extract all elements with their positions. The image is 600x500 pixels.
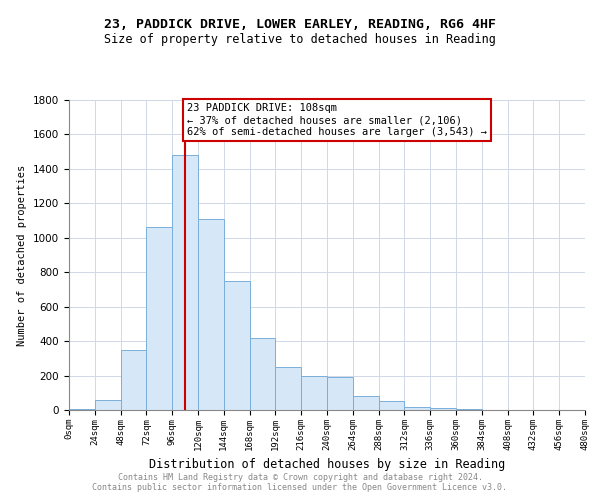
Bar xyxy=(353,396,379,410)
Bar xyxy=(430,408,456,410)
Bar xyxy=(327,378,353,410)
Bar xyxy=(146,228,172,410)
Text: 23, PADDICK DRIVE, LOWER EARLEY, READING, RG6 4HF: 23, PADDICK DRIVE, LOWER EARLEY, READING… xyxy=(104,18,496,30)
Bar xyxy=(404,408,430,410)
Text: Contains HM Land Registry data © Crown copyright and database right 2024.
Contai: Contains HM Land Registry data © Crown c… xyxy=(92,473,508,492)
Bar xyxy=(250,338,275,410)
Bar xyxy=(224,281,250,410)
Bar xyxy=(198,219,224,410)
Bar xyxy=(275,367,301,410)
Y-axis label: Number of detached properties: Number of detached properties xyxy=(17,164,28,346)
Bar xyxy=(456,409,482,410)
Bar xyxy=(301,376,327,410)
Bar xyxy=(379,402,404,410)
X-axis label: Distribution of detached houses by size in Reading: Distribution of detached houses by size … xyxy=(149,458,505,471)
Bar xyxy=(95,400,121,410)
Text: 23 PADDICK DRIVE: 108sqm
← 37% of detached houses are smaller (2,106)
62% of sem: 23 PADDICK DRIVE: 108sqm ← 37% of detach… xyxy=(187,104,487,136)
Bar xyxy=(121,350,146,410)
Bar xyxy=(69,409,95,410)
Text: Size of property relative to detached houses in Reading: Size of property relative to detached ho… xyxy=(104,32,496,46)
Bar xyxy=(172,155,198,410)
